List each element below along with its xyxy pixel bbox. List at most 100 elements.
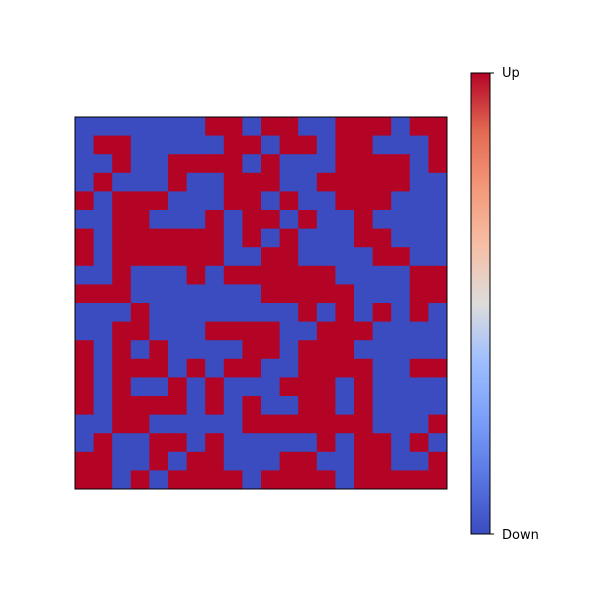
heatmap-cell (75, 451, 94, 471)
heatmap-cell (130, 135, 150, 155)
heatmap-cell (130, 451, 150, 471)
heatmap-cell (261, 135, 280, 155)
heatmap-cell (112, 228, 132, 248)
heatmap-cell (242, 414, 262, 434)
colorbar-frame (470, 72, 491, 535)
heatmap-cell (391, 191, 411, 211)
heatmap-cell (409, 191, 429, 211)
heatmap-cell (354, 247, 373, 267)
heatmap-cell (372, 414, 392, 434)
heatmap-cell (409, 377, 429, 397)
heatmap-cell (75, 340, 94, 360)
heatmap-cell (93, 228, 113, 248)
heatmap-cell (223, 154, 243, 174)
heatmap-cell (149, 396, 169, 415)
heatmap-cell (149, 247, 169, 267)
heatmap-cell (391, 470, 411, 490)
heatmap-cell (298, 228, 318, 248)
heatmap-cell (279, 154, 299, 174)
heatmap-cell (391, 154, 411, 174)
heatmap-cell (372, 340, 392, 360)
heatmap-cell (298, 284, 318, 304)
heatmap-cell (428, 154, 448, 174)
heatmap-cell (242, 396, 262, 415)
heatmap-cell (93, 470, 113, 490)
heatmap-cell (279, 433, 299, 453)
heatmap-cell (372, 228, 392, 248)
heatmap-cell (316, 172, 336, 192)
heatmap-cell (335, 154, 355, 174)
heatmap-cell (428, 451, 448, 471)
heatmap-cell (242, 433, 262, 453)
heatmap-cell (205, 117, 225, 136)
heatmap-cell (93, 247, 113, 267)
heatmap-cell (428, 340, 448, 360)
heatmap-cell (354, 191, 373, 211)
heatmap-cell (93, 303, 113, 322)
heatmap-cell (242, 154, 262, 174)
heatmap-cell (93, 154, 113, 174)
heatmap-cell (130, 396, 150, 415)
heatmap-cell (223, 117, 243, 136)
heatmap-cell (279, 451, 299, 471)
heatmap-cell (223, 414, 243, 434)
heatmap-cell (130, 117, 150, 136)
heatmap-cell (316, 265, 336, 285)
heatmap-cell (279, 396, 299, 415)
heatmap-cell (149, 228, 169, 248)
heatmap-cell (372, 358, 392, 378)
heatmap-cell (428, 284, 448, 304)
heatmap-cell (112, 154, 132, 174)
heatmap-cell (409, 414, 429, 434)
heatmap-cell (186, 265, 206, 285)
heatmap-cell (391, 358, 411, 378)
heatmap-cell (298, 303, 318, 322)
heatmap-cell (409, 340, 429, 360)
heatmap-cell (112, 451, 132, 471)
heatmap-cell (130, 247, 150, 267)
heatmap-cell (149, 377, 169, 397)
heatmap-cell (242, 135, 262, 155)
heatmap-cell (112, 135, 132, 155)
heatmap-cell (261, 154, 280, 174)
heatmap-cell (409, 451, 429, 471)
heatmap-cell (93, 451, 113, 471)
heatmap-cell (316, 303, 336, 322)
heatmap-cell (130, 377, 150, 397)
heatmap-cell (223, 451, 243, 471)
heatmap-cell (279, 414, 299, 434)
heatmap-cell (75, 470, 94, 490)
heatmap-cell (75, 433, 94, 453)
heatmap-cell (223, 247, 243, 267)
heatmap-cell (130, 414, 150, 434)
heatmap-cell (279, 191, 299, 211)
heatmap-cell (409, 117, 429, 136)
heatmap-cell (279, 265, 299, 285)
heatmap-cell (205, 414, 225, 434)
colorbar: Up Down (470, 66, 539, 543)
heatmap-cell (186, 172, 206, 192)
heatmap-cell (428, 396, 448, 415)
heatmap-cell (391, 414, 411, 434)
heatmap-cell (93, 377, 113, 397)
heatmap-cell (242, 284, 262, 304)
heatmap-cell (93, 172, 113, 192)
heatmap-cell (112, 377, 132, 397)
heatmap-cell (186, 284, 206, 304)
heatmap-cell (298, 377, 318, 397)
heatmap-cell (112, 321, 132, 341)
heatmap-cell (168, 247, 187, 267)
heatmap-cell (316, 451, 336, 471)
heatmap-cell (428, 265, 448, 285)
heatmap-cell (409, 228, 429, 248)
heatmap-cell (279, 228, 299, 248)
heatmap-cell (428, 247, 448, 267)
heatmap-cell (168, 154, 187, 174)
heatmap-cell (261, 340, 280, 360)
heatmap-cell (223, 396, 243, 415)
heatmap-cell (298, 247, 318, 267)
heatmap-cell (335, 303, 355, 322)
heatmap-cell (223, 265, 243, 285)
heatmap-cell (391, 433, 411, 453)
heatmap-cell (168, 470, 187, 490)
